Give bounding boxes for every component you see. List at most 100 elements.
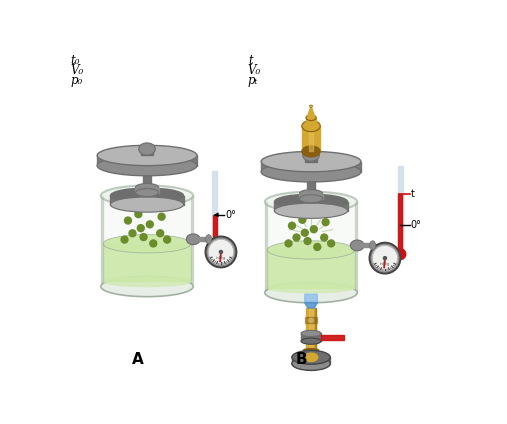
Ellipse shape [261, 162, 361, 182]
Ellipse shape [395, 249, 406, 259]
Text: V₀: V₀ [71, 64, 84, 77]
Ellipse shape [299, 216, 306, 223]
Ellipse shape [300, 195, 322, 203]
Ellipse shape [135, 184, 159, 192]
Polygon shape [141, 149, 153, 156]
Ellipse shape [141, 145, 153, 153]
Ellipse shape [186, 234, 200, 245]
Ellipse shape [304, 353, 318, 362]
Ellipse shape [370, 243, 401, 273]
Ellipse shape [288, 222, 296, 229]
Polygon shape [306, 155, 316, 162]
Polygon shape [306, 118, 316, 126]
Polygon shape [364, 243, 373, 247]
Ellipse shape [265, 192, 357, 212]
Ellipse shape [125, 217, 131, 224]
Polygon shape [97, 156, 197, 166]
Polygon shape [302, 126, 320, 151]
Ellipse shape [209, 239, 220, 250]
Polygon shape [307, 106, 315, 116]
Polygon shape [267, 250, 355, 287]
Ellipse shape [139, 143, 155, 155]
Text: 0°: 0° [411, 220, 421, 230]
Ellipse shape [309, 105, 313, 107]
Text: inHg: inHg [216, 256, 226, 260]
Polygon shape [265, 202, 357, 293]
Ellipse shape [103, 276, 191, 287]
Ellipse shape [306, 151, 316, 159]
Ellipse shape [208, 239, 234, 265]
Polygon shape [111, 195, 184, 205]
Ellipse shape [97, 156, 197, 176]
Polygon shape [309, 126, 313, 151]
Ellipse shape [301, 229, 308, 236]
Polygon shape [306, 308, 316, 350]
Ellipse shape [157, 230, 164, 237]
Ellipse shape [306, 115, 316, 120]
Ellipse shape [301, 338, 321, 344]
Text: V₀: V₀ [248, 64, 261, 77]
Ellipse shape [97, 145, 197, 166]
Ellipse shape [101, 276, 193, 297]
Ellipse shape [101, 185, 193, 206]
Ellipse shape [103, 234, 191, 253]
Text: 0°: 0° [225, 210, 236, 220]
Polygon shape [101, 195, 193, 287]
Polygon shape [397, 166, 403, 254]
Ellipse shape [303, 349, 319, 352]
Ellipse shape [302, 146, 320, 157]
Ellipse shape [267, 241, 355, 259]
Ellipse shape [265, 282, 357, 303]
Polygon shape [321, 335, 344, 340]
Ellipse shape [292, 357, 330, 371]
Ellipse shape [302, 120, 320, 131]
Polygon shape [305, 317, 317, 324]
Text: p₀: p₀ [71, 74, 83, 87]
Polygon shape [274, 202, 348, 211]
Polygon shape [355, 202, 357, 290]
Text: t₀: t₀ [71, 54, 80, 67]
Polygon shape [265, 202, 267, 290]
Polygon shape [261, 162, 361, 172]
Ellipse shape [314, 243, 321, 251]
Ellipse shape [293, 234, 300, 241]
Ellipse shape [383, 257, 386, 259]
Polygon shape [399, 194, 402, 254]
Ellipse shape [303, 149, 319, 161]
Text: B: B [296, 351, 308, 367]
Ellipse shape [207, 238, 235, 266]
Polygon shape [103, 244, 191, 282]
Ellipse shape [304, 237, 311, 245]
Polygon shape [307, 172, 315, 202]
Ellipse shape [129, 230, 136, 237]
Ellipse shape [158, 213, 165, 220]
Polygon shape [199, 237, 209, 241]
Polygon shape [101, 195, 103, 284]
Polygon shape [143, 166, 151, 195]
Ellipse shape [135, 189, 159, 197]
Ellipse shape [267, 282, 355, 293]
Ellipse shape [370, 241, 376, 250]
Ellipse shape [350, 240, 364, 251]
Ellipse shape [322, 219, 329, 226]
Polygon shape [135, 187, 159, 192]
Text: pₜ: pₜ [248, 74, 258, 87]
Polygon shape [213, 215, 216, 244]
Text: t: t [411, 189, 415, 199]
Ellipse shape [274, 203, 348, 218]
Polygon shape [309, 308, 313, 350]
Polygon shape [292, 357, 330, 363]
Ellipse shape [261, 151, 361, 172]
Polygon shape [212, 171, 218, 244]
Polygon shape [191, 195, 193, 284]
Ellipse shape [371, 244, 399, 272]
Text: A: A [132, 351, 143, 367]
Ellipse shape [111, 197, 184, 212]
Ellipse shape [137, 225, 144, 232]
Polygon shape [305, 294, 317, 302]
Ellipse shape [220, 251, 223, 254]
Ellipse shape [292, 350, 330, 364]
Polygon shape [300, 194, 322, 199]
Ellipse shape [121, 236, 128, 243]
Ellipse shape [205, 234, 212, 244]
